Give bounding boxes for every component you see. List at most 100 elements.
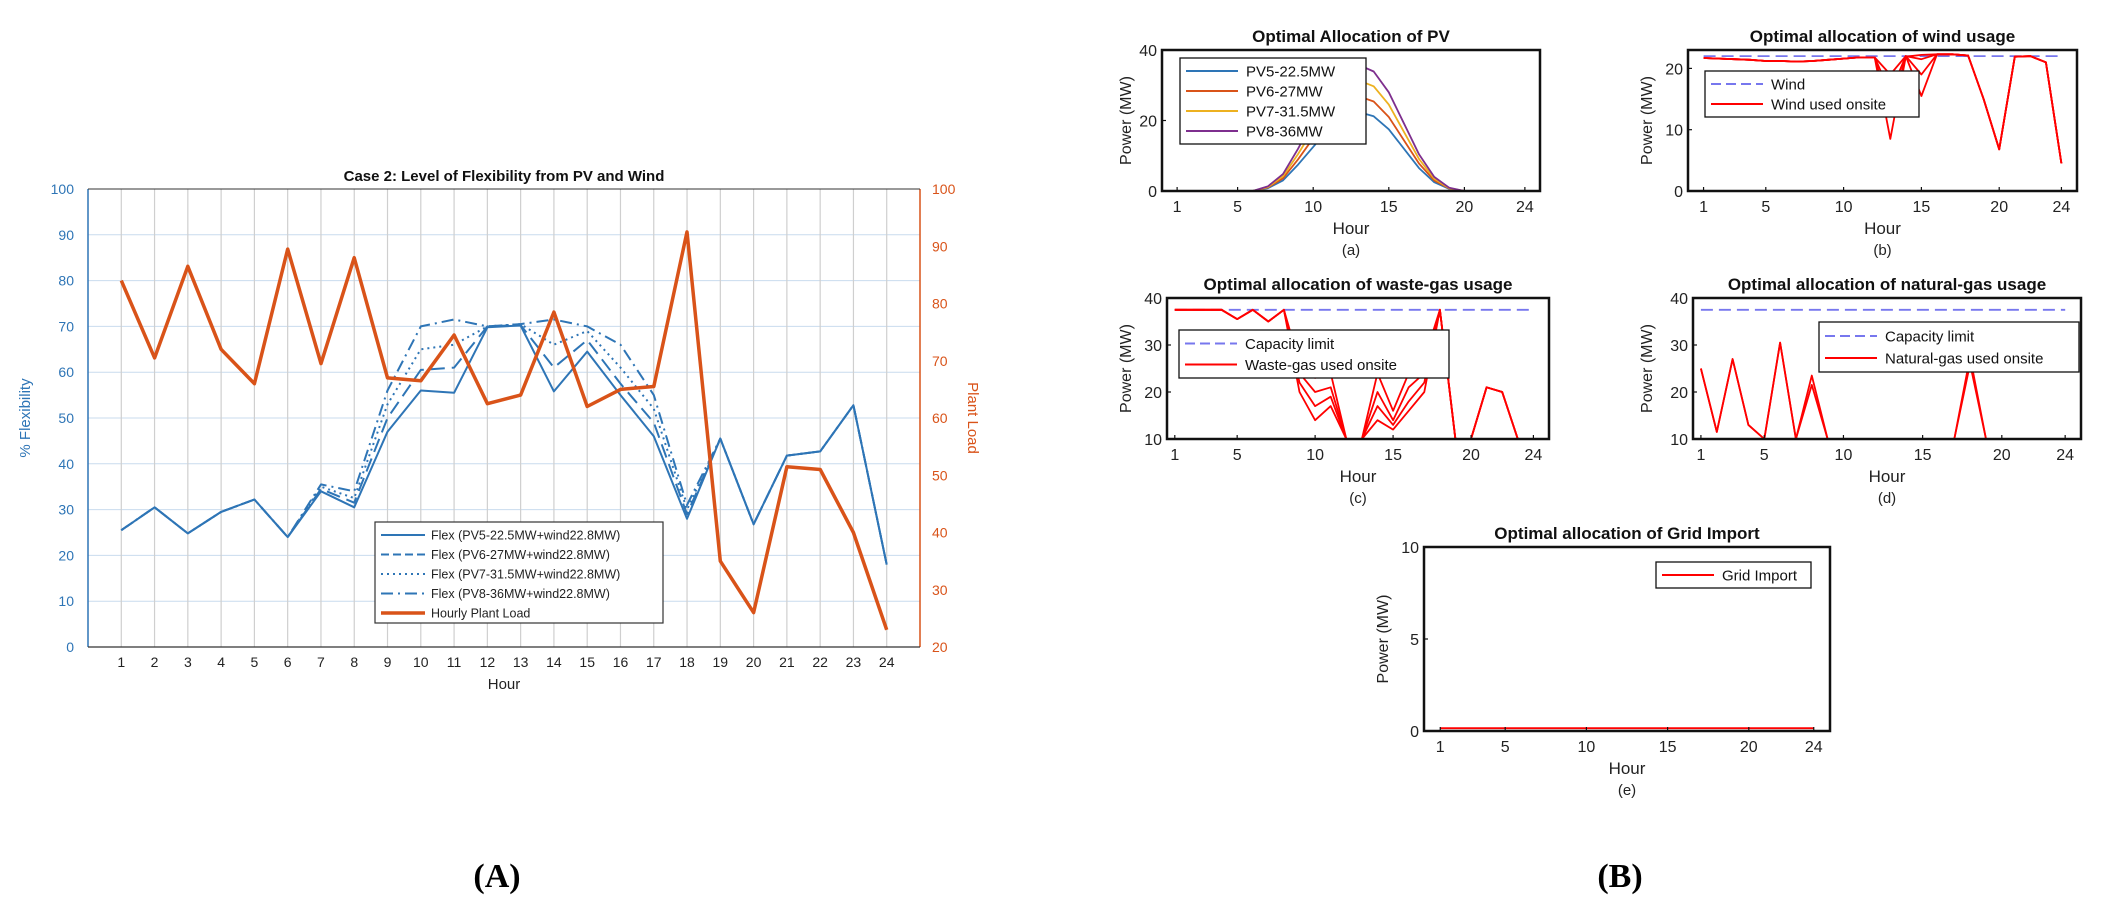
chart-A-xtick: 24 — [879, 654, 895, 670]
chart-a-xtick: 15 — [1380, 199, 1398, 216]
chart-a-xlabel: Hour — [1333, 219, 1370, 238]
chart-A-xtick: 22 — [812, 654, 828, 670]
chart-c-ytick: 20 — [1144, 385, 1162, 402]
chart-A-ytick-right: 30 — [932, 582, 948, 598]
chart-A-ytick-left: 50 — [58, 410, 74, 426]
chart-b-xlabel: Hour — [1864, 219, 1901, 238]
chart-A-xtick: 5 — [251, 654, 259, 670]
chart-A: 0 10 20 30 40 50 60 70 80 90 100 20 30 40 50 60 70 80 90 10… — [17, 168, 981, 693]
chart-d-xlabel: Hour — [1869, 467, 1906, 486]
chart-A-ytick-left: 40 — [58, 456, 74, 472]
chart-b-xtick: 5 — [1761, 199, 1770, 216]
chart-b-series-4 — [1703, 53, 2063, 164]
chart-b-legend-label-1: Wind used onsite — [1771, 97, 1886, 114]
chart-A-ylabel-left: % Flexibility — [17, 378, 34, 458]
chart-A-xtick: 16 — [613, 654, 629, 670]
chart-a-caption: (a) — [1342, 242, 1360, 259]
chart-e-xtick: 15 — [1659, 739, 1677, 756]
chart-A-ytick-right: 70 — [932, 353, 948, 369]
chart-b-xtick: 1 — [1699, 199, 1708, 216]
chart-A-xtick: 7 — [317, 654, 325, 670]
chart-A-ytick-right: 90 — [932, 238, 948, 254]
chart-A-ytick-left: 70 — [58, 318, 74, 334]
chart-e-ytick: 5 — [1410, 632, 1419, 649]
chart-d-xtick: 5 — [1760, 447, 1769, 464]
chart-c-ylabel: Power (MW) — [1118, 324, 1135, 413]
chart-d-legend-label-1: Natural-gas used onsite — [1885, 351, 2043, 368]
chart-d-ytick: 10 — [1670, 432, 1688, 449]
chart-b-caption: (b) — [1873, 242, 1891, 259]
chart-c-xlabel: Hour — [1340, 467, 1377, 486]
chart-a-xtick: 1 — [1173, 199, 1182, 216]
chart-A-xtick: 9 — [384, 654, 392, 670]
chart-A-ytick-left: 100 — [51, 181, 75, 197]
chart-e-caption: (e) — [1618, 782, 1636, 799]
chart-a-xtick: 20 — [1456, 199, 1474, 216]
chart-d-legend — [1818, 321, 2080, 373]
label-A: (A) — [473, 858, 520, 895]
chart-a-legend-label-0: PV5-22.5MW — [1246, 64, 1336, 81]
chart-A-xtick: 4 — [217, 654, 225, 670]
chart-A-ytick-right: 60 — [932, 410, 948, 426]
chart-e-xtick: 20 — [1740, 739, 1758, 756]
chart-a-title: Optimal Allocation of PV — [1252, 27, 1450, 46]
chart-d-ytick: 40 — [1670, 291, 1688, 308]
chart-A-xtick: 8 — [350, 654, 358, 670]
chart-c-xtick: 1 — [1170, 447, 1179, 464]
chart-d-xtick: 20 — [1993, 447, 2011, 464]
chart-c-xtick: 10 — [1306, 447, 1324, 464]
chart-A-series-4 — [119, 230, 889, 631]
chart-A-ytick-right: 40 — [932, 525, 948, 541]
chart-c-legend-label-0: Capacity limit — [1245, 336, 1335, 353]
chart-A-xtick: 11 — [447, 654, 462, 670]
chart-b-xtick: 10 — [1835, 199, 1853, 216]
chart-A-ytick-left: 90 — [58, 227, 74, 243]
chart-A-xtick: 20 — [746, 654, 762, 670]
chart-c-legend-label-1: Waste-gas used onsite — [1245, 357, 1397, 374]
chart-d-title: Optimal allocation of natural-gas usage — [1728, 275, 2046, 294]
chart-a-ytick: 0 — [1148, 184, 1157, 201]
chart-b-title: Optimal allocation of wind usage — [1750, 27, 2015, 46]
chart-b-ylabel: Power (MW) — [1639, 76, 1656, 165]
chart-A-xtick: 15 — [579, 654, 595, 670]
chart-c-ytick: 40 — [1144, 291, 1162, 308]
chart-A-ytick-right: 100 — [932, 181, 956, 197]
chart-c-ytick: 30 — [1144, 338, 1162, 355]
chart-a-legend-label-1: PV6-27MW — [1246, 84, 1324, 101]
chart-A-xtick: 21 — [779, 654, 795, 670]
chart-A-xtick: 18 — [679, 654, 695, 670]
chart-A-ytick-right: 80 — [932, 296, 948, 312]
chart-A-xtick: 17 — [646, 654, 662, 670]
chart-d-axes-box — [1691, 296, 2083, 441]
chart-d-xtick: 1 — [1696, 447, 1705, 464]
chart-A-xtick: 10 — [413, 654, 429, 670]
chart-A-legend — [374, 521, 664, 624]
chart-d-xtick: 15 — [1914, 447, 1932, 464]
chart-e-xtick: 5 — [1501, 739, 1510, 756]
chart-a-ytick: 40 — [1139, 43, 1157, 60]
chart-b-legend — [1704, 70, 1920, 118]
chart-c-xtick: 5 — [1233, 447, 1242, 464]
chart-a-legend — [1179, 57, 1367, 145]
chart-a-legend-label-3: PV8-36MW — [1246, 124, 1324, 141]
chart-e-ytick: 0 — [1410, 724, 1419, 741]
chart-c-caption: (c) — [1349, 490, 1367, 507]
chart-b-ytick: 20 — [1665, 61, 1683, 78]
chart-A-xtick: 3 — [184, 654, 192, 670]
chart-b-xtick: 24 — [2053, 199, 2071, 216]
chart-e-xtick: 24 — [1805, 739, 1823, 756]
chart-A-legend-label-1: Flex (PV6-27MW+wind22.8MW) — [431, 548, 610, 562]
chart-A-xtick: 12 — [480, 654, 496, 670]
chart-c-ytick: 10 — [1144, 432, 1162, 449]
chart-A-legend-label-2: Flex (PV7-31.5MW+wind22.8MW) — [431, 568, 620, 582]
chart-c-xtick: 15 — [1384, 447, 1402, 464]
chart-a-xtick: 10 — [1304, 199, 1322, 216]
chart-d-legend-label-0: Capacity limit — [1885, 329, 1975, 346]
chart-c-title: Optimal allocation of waste-gas usage — [1204, 275, 1513, 294]
chart-A-ytick-left: 60 — [58, 364, 74, 380]
chart-a-legend-label-2: PV7-31.5MW — [1246, 104, 1336, 121]
